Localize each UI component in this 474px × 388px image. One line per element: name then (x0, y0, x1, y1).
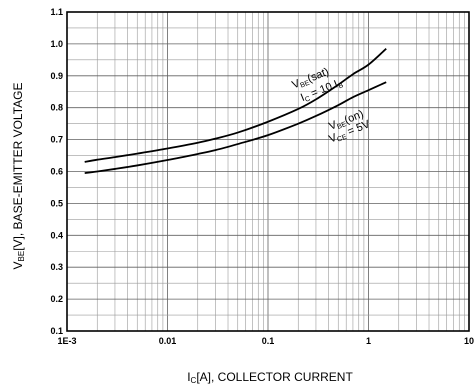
grid (66, 12, 469, 331)
y-tick-labels: 0.1 0.2 0.3 0.4 0.5 0.6 0.7 0.8 0.9 1.0 1.1 (50, 7, 63, 336)
x-axis-title: IC[A], COLLECTOR CURRENT (187, 370, 353, 385)
x-tick-label: 1 (366, 336, 371, 346)
y-tick-label: 0.6 (50, 167, 63, 177)
plot-frame (66, 11, 470, 332)
x-tick-label: 10 (464, 336, 474, 346)
curves (84, 48, 387, 174)
x-tick-label: 0.1 (262, 336, 275, 346)
y-axis-title: VBE[V], BASE-EMITTER VOLTAGE (11, 83, 26, 270)
y-tick-label: 0.2 (50, 294, 63, 304)
y-tick-label: 0.7 (50, 135, 63, 145)
y-tick-label: 0.8 (50, 103, 63, 113)
y-tick-label: 0.4 (50, 230, 63, 240)
y-tick-label: 0.1 (50, 326, 63, 336)
y-tick-label: 1.0 (50, 39, 63, 49)
y-tick-label: 0.5 (50, 198, 63, 208)
x-tick-label: 0.01 (159, 336, 177, 346)
y-tick-label: 0.3 (50, 262, 63, 272)
series-vbe-on-line (84, 81, 387, 174)
x-tick-label: 1E-3 (57, 336, 76, 346)
y-tick-label: 0.9 (50, 71, 63, 81)
y-tick-label: 1.1 (50, 7, 63, 17)
series-vbe-sat-line (84, 48, 387, 163)
x-tick-labels: 1E-3 0.01 0.1 1 10 (57, 336, 474, 346)
